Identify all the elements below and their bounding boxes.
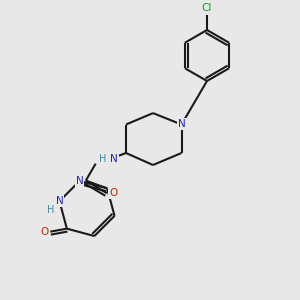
Text: H: H — [47, 205, 55, 214]
Text: N: N — [110, 154, 118, 164]
Text: H: H — [99, 154, 106, 164]
Text: Cl: Cl — [202, 3, 212, 14]
Text: N: N — [178, 119, 186, 129]
Text: O: O — [109, 188, 118, 198]
Text: N: N — [178, 119, 186, 129]
Text: N: N — [56, 196, 63, 206]
Text: N: N — [76, 176, 83, 186]
Text: O: O — [40, 227, 49, 237]
